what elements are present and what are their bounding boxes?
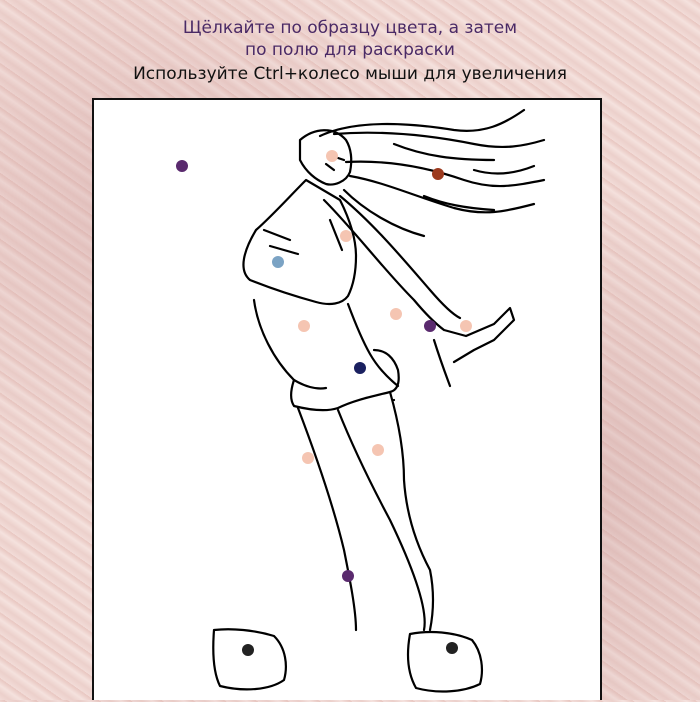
instruction-line-1: Щёлкайте по образцу цвета, а затем [182,18,518,38]
color-swatch-6[interactable] [298,320,310,332]
color-swatch-5[interactable] [272,256,284,268]
outline-shoe-left [212,628,287,691]
color-swatch-10[interactable] [354,362,366,374]
outline-legs [296,390,435,632]
outline-shorts [289,348,400,412]
color-swatch-15[interactable] [446,642,458,654]
instructions: Щёлкайте по образцу цвета, а затем по по… [0,0,700,92]
color-swatch-13[interactable] [342,570,354,582]
color-swatch-3[interactable] [432,168,444,180]
color-swatch-12[interactable] [372,444,384,456]
coloring-figure[interactable] [94,100,600,702]
instruction-line-3: Используйте Ctrl+колесо мыши для увеличе… [133,64,567,84]
color-swatch-7[interactable] [390,308,402,320]
outline-shoe-right [406,630,483,693]
color-swatch-14[interactable] [242,644,254,656]
coloring-canvas[interactable] [92,98,602,700]
color-swatch-1[interactable] [176,160,188,172]
outline-arms [322,194,516,388]
color-swatch-4[interactable] [340,230,352,242]
outline-head [298,129,353,186]
color-swatch-2[interactable] [326,150,338,162]
color-swatch-11[interactable] [302,452,314,464]
outline-torso [252,298,400,390]
color-swatch-9[interactable] [460,320,472,332]
instruction-line-2: по полю для раскраски [245,40,455,60]
color-swatch-8[interactable] [424,320,436,332]
outline-hair [318,108,546,238]
color-swatches [176,150,472,656]
outline-jacket [242,178,358,306]
